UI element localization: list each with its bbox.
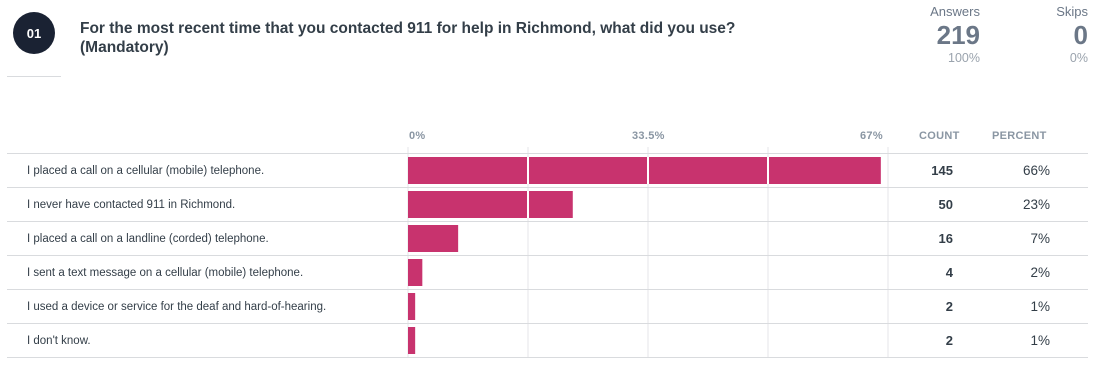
percent-value: 66% — [1022, 163, 1050, 178]
category-label: I placed a call on a cellular (mobile) t… — [27, 165, 265, 177]
x-tick-label: 33.5% — [632, 130, 665, 142]
answers-label: Answers — [930, 4, 980, 19]
x-tick-label: 67% — [860, 130, 883, 142]
question-title: For the most recent time that you contac… — [80, 20, 736, 56]
count-value: 50 — [938, 197, 953, 212]
bar — [408, 225, 459, 252]
category-label: I placed a call on a landline (corded) t… — [27, 233, 269, 245]
percent-value: 1% — [1030, 333, 1050, 348]
answers-value: 219 — [936, 20, 980, 50]
skips-stat: Skips 0 0% — [988, 4, 1088, 66]
percent-value: 2% — [1030, 265, 1050, 280]
count-value: 4 — [945, 265, 953, 280]
answers-percent: 100% — [948, 51, 980, 65]
question-badge-divider — [7, 76, 61, 77]
skips-percent: 0% — [1069, 51, 1088, 65]
count-value: 145 — [931, 163, 953, 178]
category-label: I used a device or service for the deaf … — [27, 301, 327, 313]
skips-value: 0 — [1073, 20, 1088, 50]
bar — [408, 191, 573, 218]
answers-stat: Answers 219 100% — [860, 4, 980, 66]
category-label: I don't know. — [27, 335, 91, 347]
bar — [408, 327, 416, 354]
percent-value: 7% — [1030, 231, 1050, 246]
bar — [408, 259, 423, 286]
percent-value: 1% — [1030, 299, 1050, 314]
category-label: I sent a text message on a cellular (mob… — [27, 267, 304, 279]
bar — [408, 293, 416, 320]
question-number: 01 — [13, 12, 55, 54]
count-value: 2 — [945, 299, 953, 314]
percent-header: PERCENT — [992, 130, 1047, 142]
count-header: COUNT — [919, 130, 960, 142]
bar — [408, 157, 881, 184]
skips-label: Skips — [1056, 4, 1088, 19]
category-label: I never have contacted 911 in Richmond. — [27, 199, 236, 211]
percent-value: 23% — [1022, 197, 1050, 212]
count-value: 2 — [945, 333, 953, 348]
count-value: 16 — [938, 231, 953, 246]
x-tick-label: 0% — [409, 130, 426, 142]
question-badge: 01 — [7, 12, 61, 77]
